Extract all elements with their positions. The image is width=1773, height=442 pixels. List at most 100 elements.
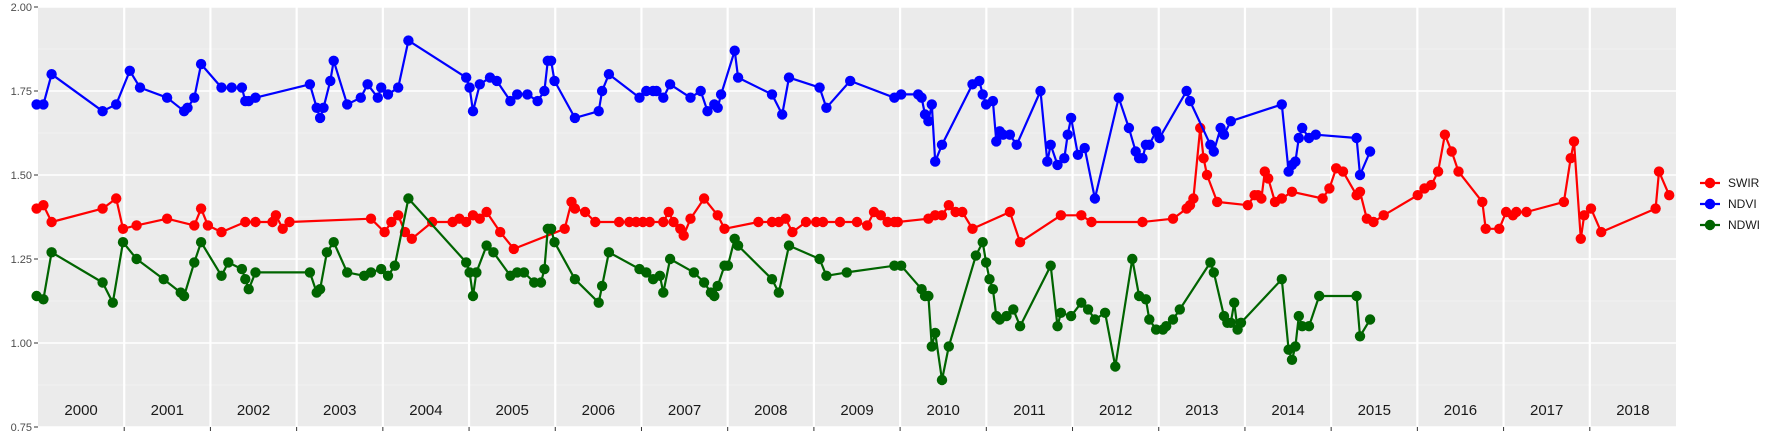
data-point-ndwi: [814, 253, 825, 265]
data-point-ndvi: [845, 75, 856, 87]
year-label-2010: 2010: [927, 402, 960, 419]
data-point-ndwi: [943, 341, 954, 352]
data-point-ndwi: [569, 274, 581, 285]
data-point-ndvi: [991, 136, 1002, 147]
data-point-ndvi: [1354, 169, 1366, 181]
data-point-ndvi: [1364, 146, 1376, 157]
data-point-ndvi: [814, 82, 825, 93]
data-point-ndvi: [712, 102, 723, 114]
data-point-ndvi: [1123, 122, 1135, 134]
data-point-ndvi: [729, 45, 740, 56]
data-point-ndwi: [984, 274, 995, 285]
data-point-swir: [1004, 206, 1016, 218]
data-point-ndwi: [1161, 321, 1172, 332]
data-point-swir: [817, 216, 829, 228]
data-point-ndvi: [923, 116, 934, 127]
data-point-ndwi: [488, 247, 499, 258]
data-point-ndwi: [732, 240, 744, 251]
data-point-ndvi: [461, 72, 472, 83]
data-point-ndvi: [1052, 159, 1063, 171]
data-point-ndwi: [773, 287, 784, 298]
data-point-ndvi: [532, 95, 543, 107]
data-point-swir: [1439, 129, 1451, 140]
year-label-2011: 2011: [1013, 402, 1045, 419]
data-point-ndvi: [467, 106, 479, 117]
data-point-ndvi: [593, 106, 604, 117]
data-point-swir: [1653, 166, 1665, 177]
data-point-swir: [1565, 153, 1576, 164]
data-point-swir: [240, 216, 251, 228]
data-point-ndwi: [658, 287, 669, 298]
data-point-ndwi: [1014, 321, 1026, 332]
data-point-ndwi: [117, 237, 129, 248]
data-point-ndvi: [97, 106, 108, 117]
data-point-ndvi: [1137, 153, 1148, 164]
data-point-ndvi: [1276, 99, 1288, 110]
data-point-ndwi: [1290, 341, 1301, 352]
data-point-swir: [495, 226, 506, 238]
data-point-ndwi: [250, 267, 261, 278]
data-point-ndwi: [664, 253, 676, 265]
y-tick-label: 1.75: [11, 86, 32, 98]
data-point-ndvi: [916, 92, 927, 103]
data-point-ndwi: [481, 240, 492, 251]
data-point-ndvi: [1310, 129, 1322, 140]
data-point-swir: [1337, 166, 1349, 177]
data-point-ndwi: [1076, 297, 1087, 308]
data-point-ndwi: [158, 274, 169, 285]
data-point-ndwi: [1001, 310, 1012, 322]
data-point-ndwi: [1208, 267, 1220, 278]
data-point-ndwi: [1140, 294, 1152, 305]
data-point-swir: [780, 213, 791, 224]
data-point-ndwi: [1286, 354, 1298, 365]
data-point-ndvi: [1290, 156, 1301, 167]
data-point-ndwi: [107, 297, 119, 308]
data-point-swir: [1477, 196, 1488, 208]
y-axis: 0.75 1.00 1.25 1.50 1.75 2.00: [11, 2, 38, 434]
year-label-2003: 2003: [323, 402, 356, 419]
data-point-swir: [1286, 186, 1298, 197]
data-point-ndvi: [1079, 142, 1090, 154]
data-point-ndwi: [38, 294, 49, 305]
data-point-ndvi: [505, 95, 516, 107]
data-point-ndvi: [766, 89, 778, 100]
data-point-ndvi: [658, 92, 669, 103]
data-point-ndvi: [314, 112, 326, 124]
data-point-ndwi: [382, 270, 394, 281]
data-point-ndwi: [342, 267, 353, 278]
data-point-ndvi: [328, 55, 339, 66]
data-point-ndwi: [641, 267, 652, 278]
data-point-ndvi: [783, 72, 795, 83]
legend-label: NDVI: [1728, 197, 1757, 211]
data-point-ndwi: [688, 267, 700, 278]
data-point-ndvi: [216, 82, 227, 93]
data-point-ndvi: [1218, 129, 1230, 140]
data-point-ndvi: [1208, 146, 1220, 157]
data-point-swir: [862, 220, 873, 231]
y-tick-label: 1.50: [11, 170, 32, 182]
data-point-swir: [787, 226, 798, 238]
data-point-ndvi: [1045, 139, 1056, 150]
data-point-ndwi: [365, 267, 377, 278]
data-point-swir: [1276, 193, 1288, 204]
data-point-ndwi: [841, 267, 852, 278]
data-point-swir: [613, 216, 625, 228]
data-point-swir: [1579, 210, 1590, 221]
data-point-swir: [1521, 206, 1532, 218]
data-point-ndwi: [712, 280, 723, 292]
data-point-ndvi: [1062, 129, 1073, 140]
data-point-ndwi: [97, 277, 108, 288]
data-point-ndwi: [1229, 297, 1240, 308]
data-point-swir: [131, 220, 142, 231]
data-point-swir: [1354, 186, 1366, 197]
data-point-ndwi: [1364, 314, 1376, 325]
data-point-ndvi: [474, 79, 485, 90]
data-point-swir: [161, 213, 173, 224]
data-point-ndvi: [134, 82, 146, 93]
data-point-ndvi: [596, 85, 608, 97]
y-tick-label: 1.25: [11, 254, 32, 266]
data-point-ndvi: [403, 35, 414, 46]
major-gridlines: [38, 6, 1676, 428]
data-point-swir: [1575, 233, 1587, 244]
